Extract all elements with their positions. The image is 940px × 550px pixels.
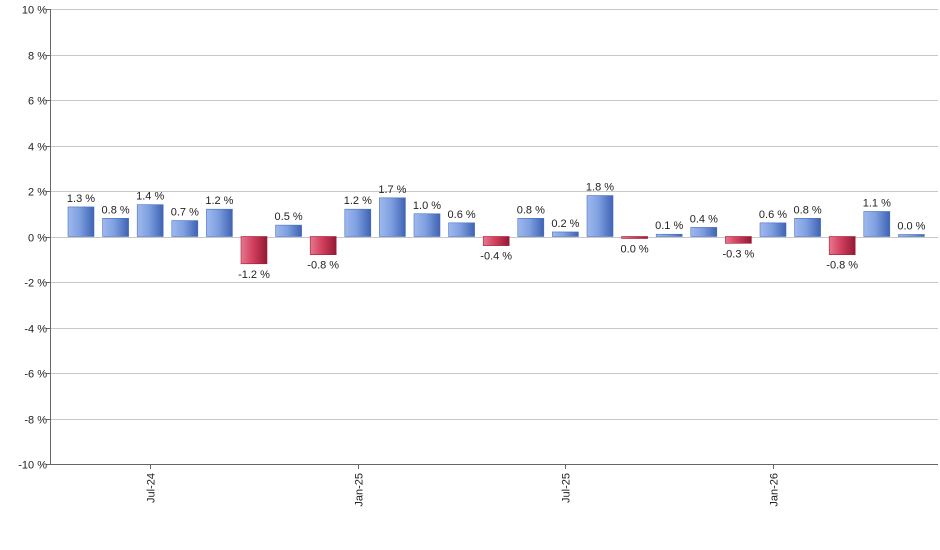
y-tick-label: 2 % [28, 187, 47, 199]
bar [621, 236, 648, 239]
data-label: 0.1 % [655, 220, 683, 232]
x-tick-label: Jul-25 [561, 473, 573, 503]
bar [898, 234, 925, 237]
bar [206, 208, 233, 237]
y-tick-label: 10 % [22, 5, 47, 17]
data-label: 0.4 % [690, 213, 718, 225]
y-axis: 10 % 8 % 6 % 4 % 2 % 0 % -2 % -4 % -6 % -8 % -10 % [18, 5, 51, 472]
y-tick-label: -6 % [24, 369, 47, 381]
data-label: 0.8 % [102, 204, 130, 216]
bar [482, 236, 510, 246]
y-tick-label: -10 % [18, 460, 47, 472]
data-label: 0.5 % [275, 211, 303, 223]
data-label: 1.2 % [205, 195, 233, 207]
x-tick-label: Jul-24 [146, 473, 158, 503]
bar [413, 213, 441, 237]
data-label: 1.4 % [136, 191, 164, 203]
bar [171, 220, 199, 237]
data-label: 1.0 % [413, 200, 441, 212]
bar [102, 218, 129, 237]
data-labels: 1.3 % 0.8 % 1.4 % 0.7 % 1.2 % -1.2 % 0.5 % -0.8… [67, 182, 926, 281]
data-label: 1.2 % [344, 195, 372, 207]
x-tick-label: Jan-26 [769, 473, 781, 507]
bar [690, 227, 718, 237]
data-label: 0.2 % [551, 218, 579, 230]
y-tick-label: 0 % [28, 233, 47, 245]
y-tick-label: -2 % [24, 278, 47, 290]
bar [136, 204, 164, 237]
bar [309, 236, 337, 256]
bar [275, 224, 302, 237]
bar [552, 231, 579, 237]
data-label: 0.6 % [448, 209, 476, 221]
data-label: -0.8 % [307, 260, 339, 272]
bar [240, 236, 268, 265]
data-label: -0.8 % [826, 260, 858, 272]
bar [517, 218, 545, 237]
y-tick-label: -8 % [24, 415, 47, 427]
bar [725, 236, 752, 244]
y-tick-label: 6 % [28, 96, 47, 108]
data-label: 1.3 % [67, 193, 95, 205]
data-label: -1.2 % [238, 269, 270, 281]
bar [586, 195, 614, 237]
bar [794, 218, 821, 237]
x-axis: Jul-24 Jan-25 Jul-25 Jan-26 [50, 464, 938, 507]
bar [344, 208, 372, 237]
data-label: -0.3 % [723, 248, 755, 260]
data-label: 1.8 % [586, 182, 614, 194]
bar [828, 236, 856, 256]
bar [379, 197, 406, 237]
x-tick-label: Jan-25 [354, 473, 366, 507]
data-label: 0.7 % [171, 207, 199, 219]
data-label: 1.1 % [863, 197, 891, 209]
data-label: -0.4 % [480, 251, 512, 263]
y-tick-label: 4 % [28, 142, 47, 154]
data-label: 1.7 % [378, 184, 406, 196]
y-tick-label: -4 % [24, 324, 47, 336]
data-label: 0.0 % [897, 221, 925, 233]
data-label: 0.6 % [759, 209, 787, 221]
bar [67, 206, 95, 237]
bar [863, 211, 891, 237]
bar [448, 222, 475, 237]
data-label: 0.0 % [621, 244, 649, 256]
y-tick-label: 8 % [28, 51, 47, 63]
bar [655, 233, 683, 237]
bar [759, 222, 787, 237]
bars [67, 195, 925, 265]
data-label: 0.8 % [517, 204, 545, 216]
data-label: 0.8 % [794, 204, 822, 216]
